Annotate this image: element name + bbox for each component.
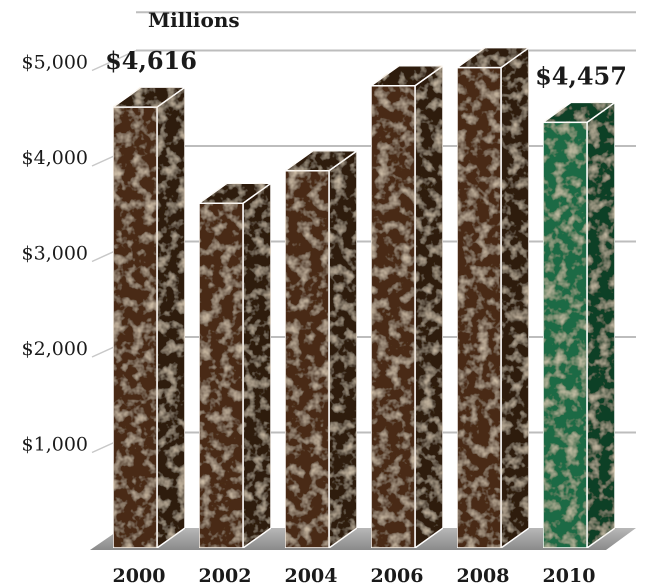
bar (540, 100, 618, 550)
y-tick-label: $2,000 (22, 338, 88, 360)
gridline-depth (91, 49, 137, 72)
data-label: $4,616 (105, 46, 197, 75)
unit-label: Millions (148, 8, 240, 32)
data-labels: $4,616 $4,457 (105, 46, 627, 90)
bars (110, 46, 618, 550)
bar (454, 46, 532, 550)
x-tick-label: 2010 (543, 565, 596, 587)
x-tick-label: 2006 (371, 565, 424, 587)
x-tick-label: 2002 (199, 565, 252, 587)
data-label: $4,457 (535, 61, 627, 90)
bar (368, 64, 446, 550)
x-tick-label: 2008 (457, 565, 510, 587)
bar (110, 85, 188, 550)
y-tick-label: $4,000 (22, 147, 88, 169)
y-axis-labels: $1,000 $2,000 $3,000 $4,000 $5,000 (22, 52, 88, 456)
bar (196, 181, 274, 550)
x-tick-label: 2004 (285, 565, 338, 587)
x-tick-label: 2000 (113, 565, 166, 587)
bar (282, 149, 360, 550)
y-tick-label: $3,000 (22, 243, 88, 265)
y-tick-label: $5,000 (22, 52, 88, 74)
y-tick-label: $1,000 (22, 434, 88, 456)
x-axis-labels: 2000 2002 2004 2006 2008 2010 (113, 565, 596, 587)
